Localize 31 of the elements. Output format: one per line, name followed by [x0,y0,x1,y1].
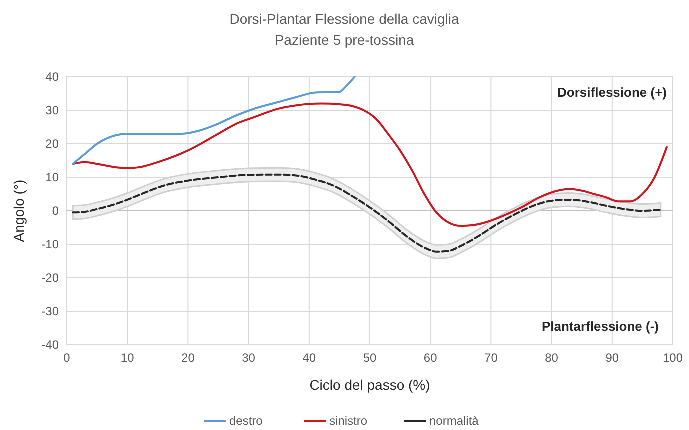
y-axis-title: Angolo (°) [11,180,27,242]
x-tick-label: 50 [363,351,377,365]
y-tick-label: 0 [52,204,60,218]
y-tick-label: 40 [46,70,60,84]
x-tick-label: 80 [545,351,559,365]
line-series [72,76,356,166]
y-tick-label: 20 [46,137,60,152]
chart-title: Dorsi-Plantar Flessione della caviglia [230,11,460,27]
line-series [72,102,668,228]
chart-subtitle: Paziente 5 pre-tossina [274,32,414,48]
x-tick-label: 0 [64,351,71,365]
x-tick-label: 30 [242,351,256,365]
x-tick-label: 40 [302,351,316,365]
y-tick-label: -30 [42,304,60,319]
x-tick-label: 60 [424,351,438,365]
y-tick-label: -40 [42,338,60,352]
legend-label: sinistro [330,414,368,428]
annotation: Plantarflessione (-) [542,319,659,334]
x-tick-label: 20 [182,351,196,365]
legend-label: normalità [430,414,480,428]
annotation: Dorsiflessione (+) [558,85,667,100]
legend-label: destro [230,414,264,428]
y-tick-label: 30 [46,104,60,118]
x-tick-label: 10 [120,351,135,365]
x-tick-label: 100 [662,351,684,365]
y-tick-label: -10 [42,238,60,252]
x-axis-title: Ciclo del passo (%) [310,377,430,393]
y-tick-label: -20 [42,271,60,286]
x-tick-label: 90 [606,351,620,365]
y-tick-label: 10 [46,170,60,185]
x-tick-label: 70 [484,351,498,365]
